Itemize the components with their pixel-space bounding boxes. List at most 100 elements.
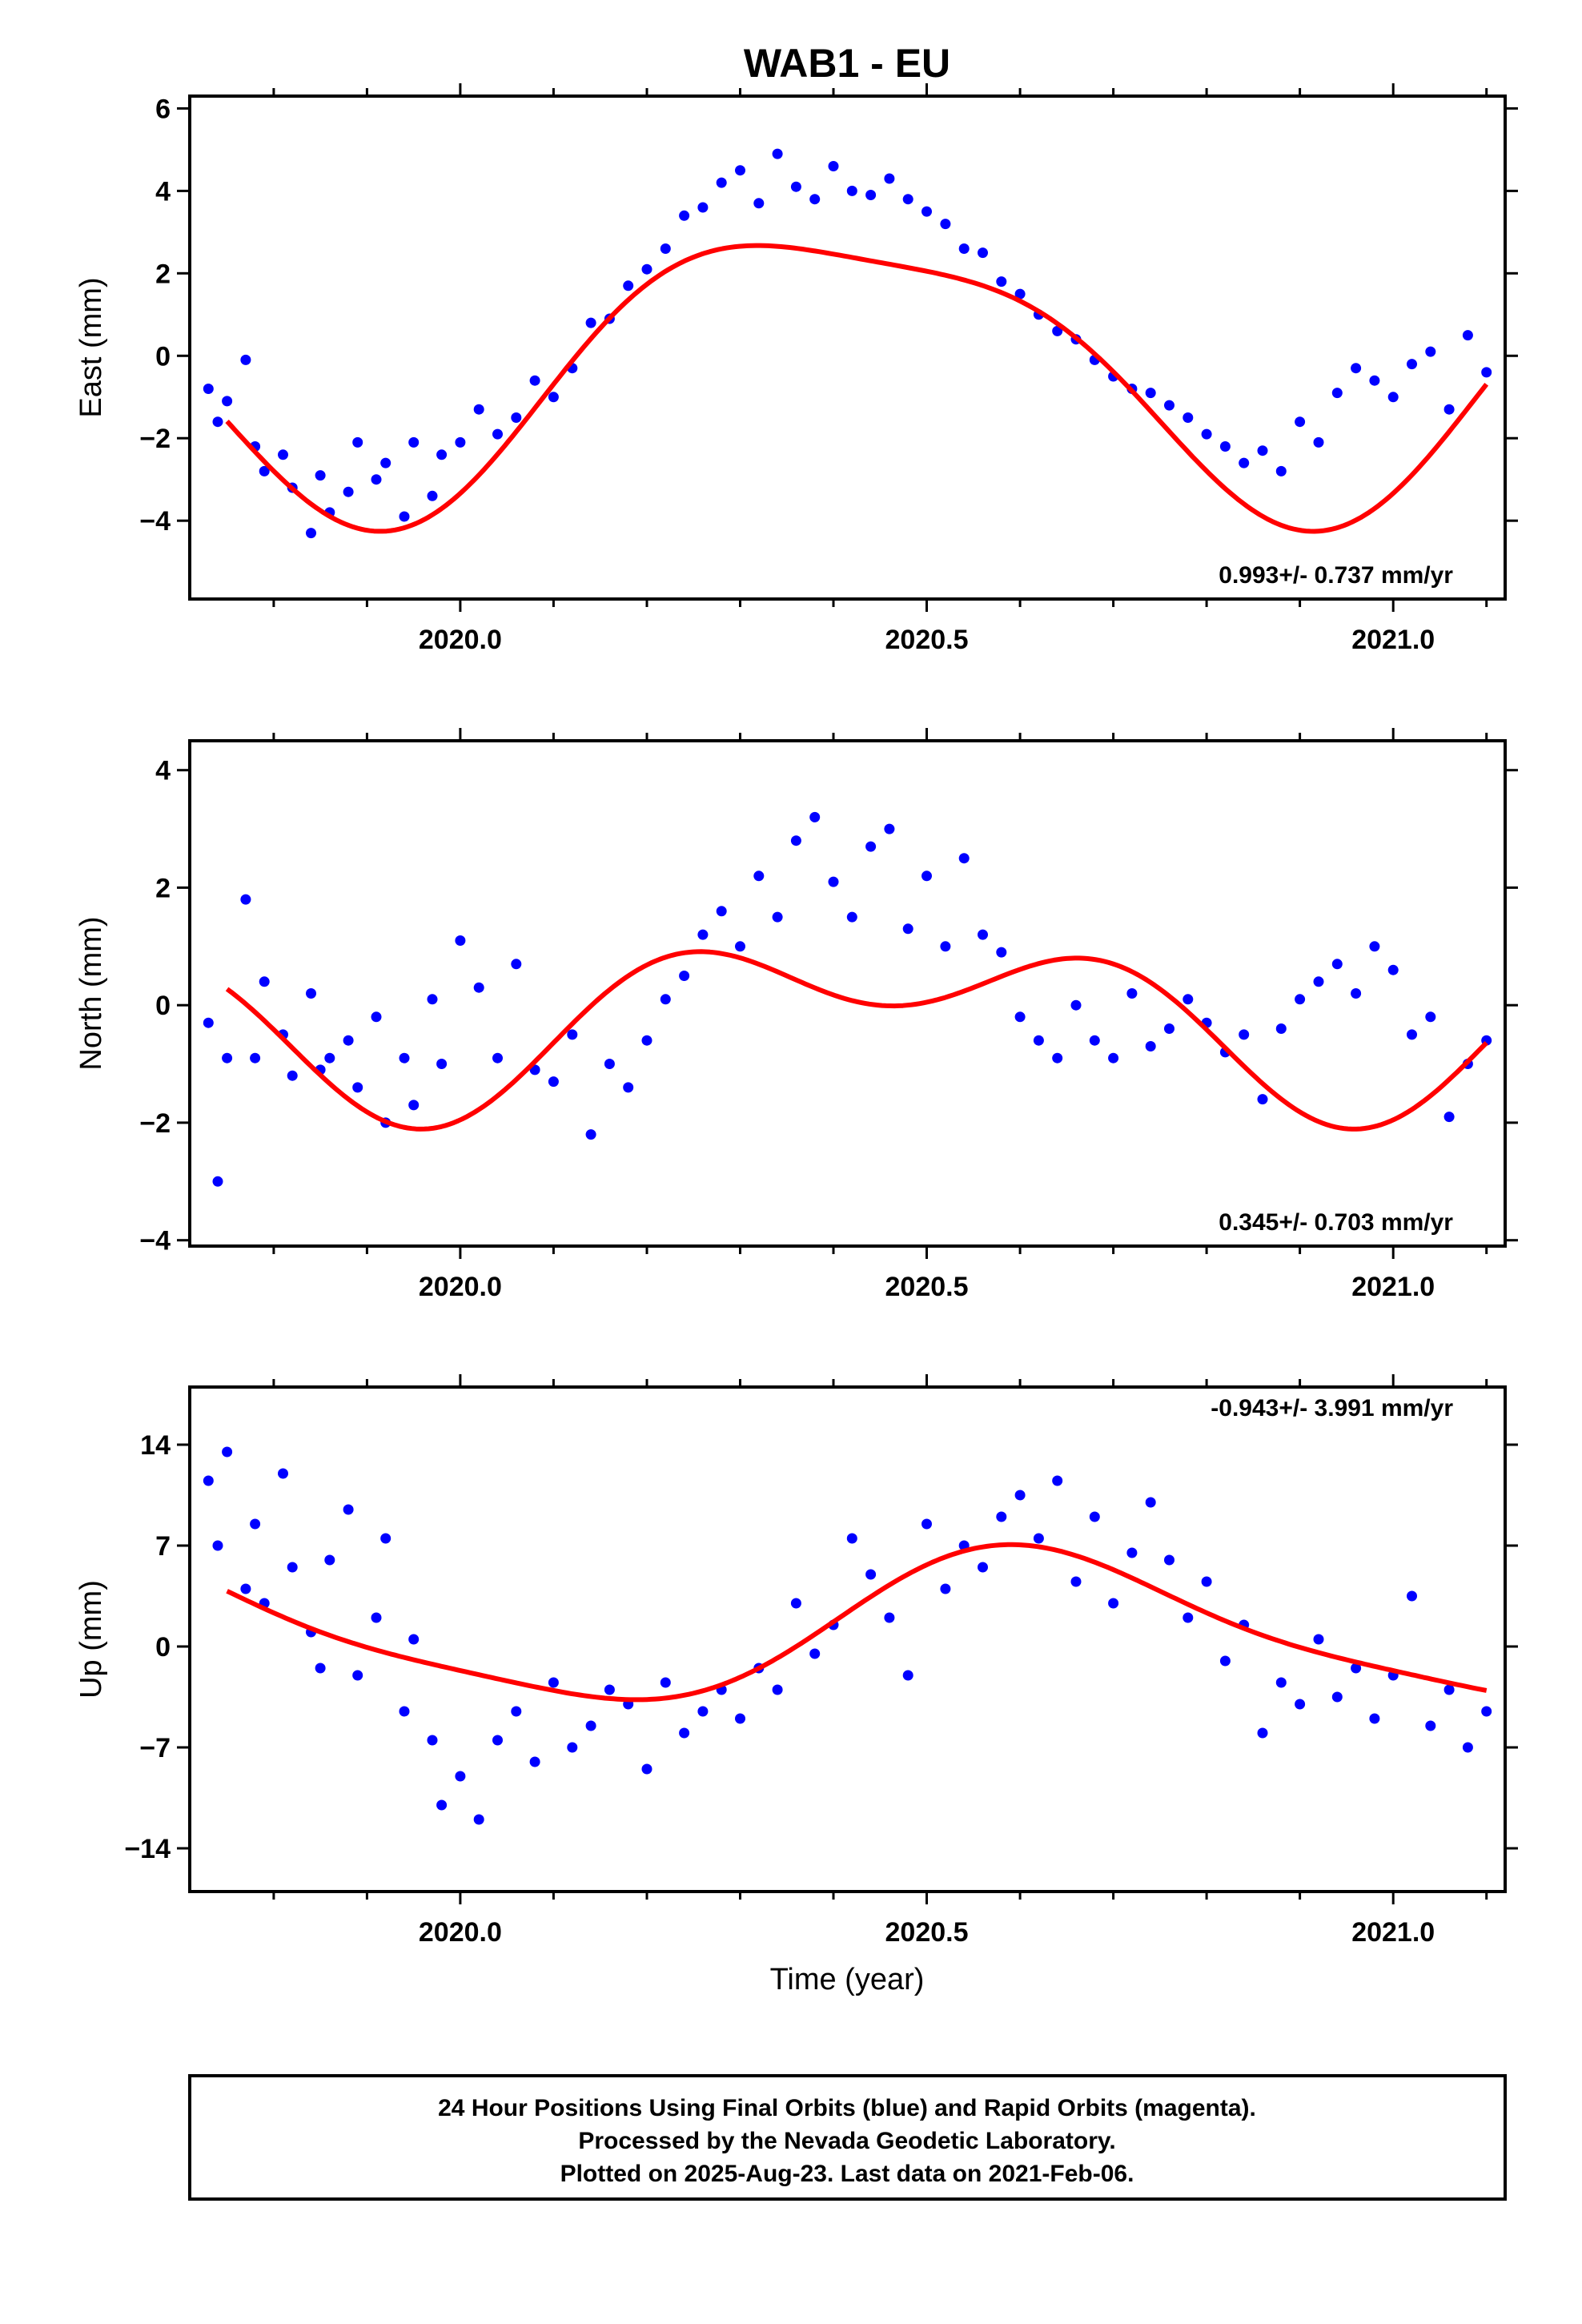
east-data-point bbox=[222, 396, 233, 407]
east-data-point bbox=[978, 247, 988, 259]
up-data-point bbox=[865, 1569, 877, 1580]
east-data-point bbox=[1331, 388, 1343, 399]
up-data-point bbox=[1089, 1511, 1100, 1522]
east-data-point bbox=[399, 511, 410, 522]
north-frame bbox=[188, 739, 1507, 1248]
north-data-point bbox=[790, 835, 801, 846]
north-data-point bbox=[212, 1176, 223, 1187]
up-data-point bbox=[203, 1475, 214, 1486]
east-y-tick-label: −4 bbox=[139, 506, 171, 537]
north-data-point bbox=[978, 929, 988, 940]
east-data-point bbox=[697, 202, 709, 213]
north-data-point bbox=[679, 971, 690, 981]
north-data-point bbox=[1014, 1011, 1026, 1023]
east-y-tick-label: 4 bbox=[155, 176, 171, 207]
up-y-tick-label: 0 bbox=[155, 1632, 171, 1663]
east-data-point bbox=[1052, 325, 1063, 336]
north-points bbox=[203, 811, 1492, 1187]
east-data-point bbox=[828, 161, 839, 171]
north-data-point bbox=[1126, 988, 1138, 999]
north-data-point bbox=[1407, 1029, 1417, 1040]
up-data-point bbox=[1295, 1699, 1306, 1710]
up-data-point bbox=[278, 1468, 288, 1479]
north-data-point bbox=[697, 929, 709, 940]
up-data-point bbox=[1014, 1490, 1026, 1501]
east-data-point bbox=[1257, 445, 1268, 456]
north-data-point bbox=[884, 823, 895, 834]
east-y-axis-label: East (mm) bbox=[74, 277, 108, 417]
east-x-tick-label: 2020.0 bbox=[419, 625, 502, 655]
north-x-tick-label: 2020.5 bbox=[885, 1272, 969, 1302]
east-data-point bbox=[352, 436, 363, 448]
east-data-point bbox=[846, 185, 857, 196]
north-data-point bbox=[1164, 1023, 1174, 1034]
north-data-point bbox=[940, 941, 951, 952]
east-data-point bbox=[511, 412, 522, 423]
east-data-point bbox=[492, 428, 503, 440]
east-data-point bbox=[1407, 359, 1417, 370]
up-data-point bbox=[902, 1670, 913, 1681]
up-data-point bbox=[1033, 1533, 1044, 1544]
north-data-point bbox=[921, 870, 932, 882]
north-data-point bbox=[492, 1052, 503, 1063]
up-rate-label: -0.943+/- 3.991 mm/yr bbox=[1211, 1395, 1453, 1421]
north-data-point bbox=[455, 935, 466, 946]
up-data-point bbox=[996, 1511, 1007, 1522]
north-data-point bbox=[473, 982, 484, 993]
north-data-point bbox=[1295, 994, 1306, 1005]
east-data-point bbox=[1275, 465, 1287, 476]
north-data-point bbox=[660, 994, 671, 1005]
up-data-point bbox=[697, 1706, 709, 1717]
north-data-point bbox=[1275, 1023, 1287, 1034]
up-data-point bbox=[548, 1677, 559, 1688]
east-data-point bbox=[1313, 436, 1324, 448]
east-data-point bbox=[772, 148, 783, 159]
up-data-point bbox=[1331, 1691, 1343, 1703]
north-data-point bbox=[1257, 1094, 1268, 1105]
up-data-point bbox=[809, 1648, 821, 1659]
east-data-point bbox=[343, 486, 354, 497]
east-fit-curve bbox=[225, 243, 1489, 534]
up-data-point bbox=[978, 1562, 988, 1573]
north-fit-curve bbox=[225, 949, 1488, 1132]
north-data-point bbox=[427, 994, 438, 1005]
east-data-point bbox=[1351, 363, 1362, 374]
east-x-tick-label: 2021.0 bbox=[1351, 625, 1435, 655]
up-data-point bbox=[585, 1720, 596, 1731]
north-data-point bbox=[1387, 964, 1399, 975]
east-data-point bbox=[1387, 392, 1399, 403]
east-data-point bbox=[585, 317, 596, 328]
up-data-point bbox=[492, 1735, 503, 1746]
up-data-point bbox=[455, 1771, 466, 1782]
north-y-tick-label: 0 bbox=[155, 991, 171, 1021]
east-y-tick-label: 2 bbox=[155, 259, 171, 289]
east-data-point bbox=[427, 490, 438, 501]
footer-line-2: Processed by the Nevada Geodetic Laborat… bbox=[578, 2128, 1115, 2154]
up-data-point bbox=[1407, 1590, 1417, 1602]
x-axis-label: Time (year) bbox=[770, 1963, 925, 1996]
east-data-point bbox=[1443, 404, 1455, 415]
east-data-point bbox=[455, 436, 466, 448]
north-data-point bbox=[1425, 1011, 1436, 1023]
up-data-point bbox=[567, 1742, 578, 1753]
east-data-point bbox=[1425, 346, 1436, 357]
north-data-point bbox=[1089, 1035, 1100, 1046]
east-y-tick-label: 6 bbox=[155, 94, 171, 124]
east-y-tick-label: −2 bbox=[139, 424, 171, 454]
up-data-point bbox=[1257, 1727, 1268, 1739]
up-data-point bbox=[343, 1504, 354, 1515]
north-data-point bbox=[772, 911, 783, 923]
east-data-point bbox=[1462, 330, 1473, 341]
east-frame bbox=[188, 94, 1507, 601]
east-data-point bbox=[790, 181, 801, 192]
up-data-point bbox=[921, 1518, 932, 1530]
north-data-point bbox=[1313, 976, 1324, 987]
footer-box bbox=[188, 2074, 1507, 2201]
north-data-point bbox=[371, 1011, 382, 1023]
north-y-axis-label: North (mm) bbox=[74, 916, 108, 1070]
up-data-point bbox=[1481, 1706, 1492, 1717]
up-y-tick-label: −7 bbox=[139, 1733, 171, 1763]
north-data-point bbox=[865, 841, 877, 852]
north-data-point bbox=[735, 941, 745, 952]
